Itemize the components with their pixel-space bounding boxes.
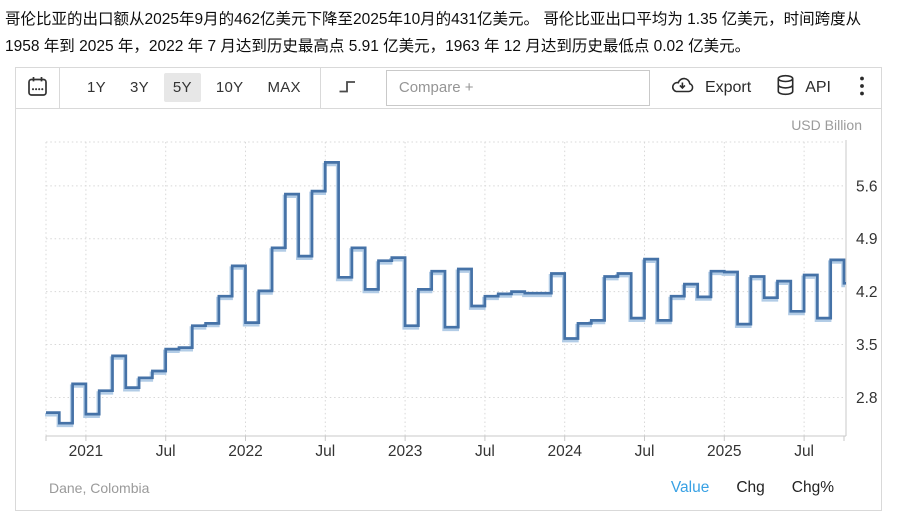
toolbar-right-tools: Export API [657, 68, 875, 108]
x-axis-tick-label: 2025 [707, 443, 741, 460]
api-button[interactable]: API [763, 68, 843, 108]
range-button-10y[interactable]: 10Y [207, 73, 253, 102]
series-line-exports [46, 160, 846, 425]
database-icon [775, 74, 796, 102]
toolbar-divider [319, 67, 321, 108]
chart-card: 1Y 3Y 5Y 10Y MAX Compare + [15, 66, 882, 511]
export-label: Export [704, 78, 752, 96]
range-button-1y[interactable]: 1Y [78, 73, 115, 102]
tab-chgpct[interactable]: Chg% [791, 478, 834, 496]
range-button-5y[interactable]: 5Y [163, 73, 201, 103]
range-button-3y[interactable]: 3Y [121, 73, 158, 102]
compare-input[interactable]: Compare + [385, 69, 650, 106]
x-axis-tick-label: Jul [315, 443, 335, 460]
x-axis-tick-label: 2024 [547, 443, 582, 460]
calendar-icon [26, 75, 49, 101]
chart-description: 哥伦比亚的出口额从2025年9月的462亿美元下降至2025年10月的431亿美… [5, 11, 862, 55]
y-axis-tick-label: 4.2 [856, 284, 878, 301]
chart-toolbar: 1Y 3Y 5Y 10Y MAX Compare + [16, 67, 881, 109]
range-selector: 1Y 3Y 5Y 10Y MAX [78, 73, 316, 103]
x-axis-tick-label: 2022 [228, 443, 262, 460]
y-axis-tick-label: 4.9 [856, 231, 878, 248]
y-axis-tick-label: 3.5 [856, 337, 878, 354]
y-axis-tick-label: 2.8 [856, 390, 878, 407]
cloud-download-icon [669, 75, 696, 101]
calendar-button[interactable] [16, 67, 60, 108]
x-axis-tick-label: Jul [794, 443, 814, 460]
x-axis-tick-label: 2021 [69, 443, 103, 460]
export-button[interactable]: Export [657, 69, 763, 107]
x-axis-tick-label: Jul [635, 443, 655, 460]
chart-footer: Dane, Colombia Value Chg Chg% [16, 466, 881, 510]
chart-area[interactable]: USD Billion 2.8 3.5 4.2 4.9 5.6 2021 Jul 2022 Ju… [16, 109, 881, 466]
y-axis-unit-label: USD Billion [791, 116, 862, 133]
tab-chg[interactable]: Chg [736, 478, 765, 496]
compare-placeholder: Compare + [398, 79, 474, 97]
x-axis-tick-label: 2023 [388, 443, 422, 460]
api-label: API [805, 78, 831, 96]
step-line-icon [338, 78, 357, 98]
more-options-button[interactable] [849, 69, 875, 106]
x-axis-tick-label: Jul [475, 443, 495, 460]
range-button-max[interactable]: MAX [258, 73, 309, 102]
x-axis-tick-label: Jul [156, 443, 176, 460]
step-line-chart: 2.8 3.5 4.2 4.9 5.6 2021 Jul 2022 Jul 2023 Jul 2024… [16, 109, 881, 466]
tab-value[interactable]: Value [670, 478, 710, 496]
series-mode-tabs: Value Chg Chg% [671, 479, 834, 497]
kebab-menu-icon [859, 75, 865, 100]
y-axis-tick-label: 5.6 [856, 178, 878, 195]
chart-type-button[interactable] [329, 68, 366, 108]
data-source-label: Dane, Colombia [49, 479, 150, 496]
